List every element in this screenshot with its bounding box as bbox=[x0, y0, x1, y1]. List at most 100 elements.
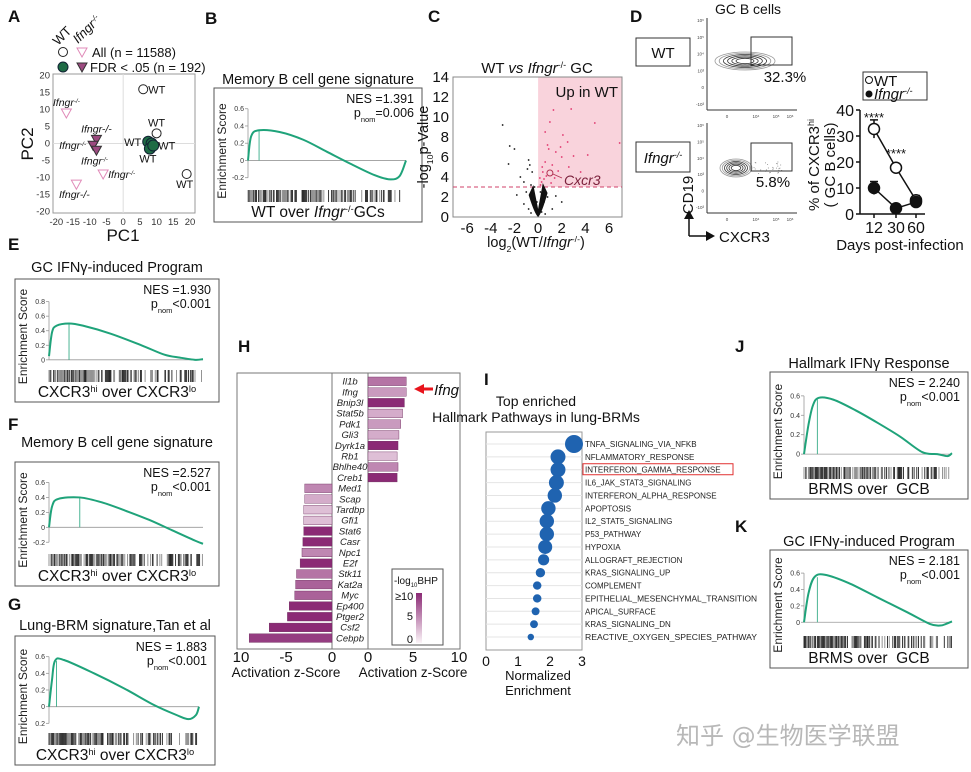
flow-y-tick: 0 bbox=[701, 189, 704, 194]
panel-title: Hallmark IFNγ Response bbox=[788, 356, 949, 372]
enrichment-curve bbox=[803, 573, 953, 627]
gene-hit-barcode bbox=[803, 467, 950, 479]
pathway-label: COMPLEMENT bbox=[585, 582, 642, 591]
gene-label: Ep400 bbox=[336, 601, 364, 612]
gene-point bbox=[507, 163, 510, 165]
p-value-part: p bbox=[900, 390, 907, 404]
legend-ifngr: Ifngr-/- bbox=[874, 86, 913, 103]
x-tick-label-right: 10 bbox=[451, 649, 468, 666]
panel-label: G bbox=[8, 595, 21, 614]
color-scale-bar bbox=[416, 593, 422, 643]
panel-label: H bbox=[238, 337, 250, 356]
flow-y-tick: 10⁶ bbox=[697, 18, 704, 23]
y-tick-label: 0 bbox=[41, 704, 45, 711]
pathway-dot bbox=[548, 475, 564, 491]
gene-point bbox=[527, 159, 530, 161]
p-value: pnom<0.001 bbox=[900, 390, 960, 408]
y-axis-label-part: hi bbox=[806, 119, 816, 126]
y-tick-label: 5 bbox=[45, 122, 50, 133]
pathway-label: APOPTOSIS bbox=[585, 504, 631, 513]
p-value-part: =0.006 bbox=[375, 106, 414, 120]
gene-point-up bbox=[572, 155, 575, 157]
y-tick-label: -20 bbox=[36, 206, 50, 217]
panel-label: C bbox=[428, 7, 440, 26]
flow-y-tick: -10³ bbox=[696, 102, 705, 107]
gene-point bbox=[532, 204, 535, 206]
flow-x-tick: 10⁴ bbox=[753, 114, 760, 119]
bar-kat2a bbox=[295, 580, 333, 590]
x-tick-label: 10 bbox=[151, 217, 162, 228]
event-dot bbox=[772, 166, 774, 168]
panel-title: GC IFNγ-induced Program bbox=[31, 260, 203, 276]
bar-med1 bbox=[304, 483, 333, 493]
y-axis-label-part: p-Value bbox=[416, 106, 432, 155]
wt-all-point bbox=[151, 128, 162, 139]
point-label: WT bbox=[124, 137, 141, 149]
gene-label: Gli3 bbox=[342, 430, 360, 441]
plot-frame bbox=[213, 87, 423, 223]
pathway-dot bbox=[530, 620, 538, 629]
y-tick-label: 0 bbox=[796, 452, 800, 459]
gene-label: Creb1 bbox=[337, 473, 363, 484]
p-value-part: nom bbox=[907, 399, 922, 408]
highlight-box bbox=[582, 463, 734, 476]
pathway-dot bbox=[535, 568, 546, 578]
gene-point-up bbox=[567, 166, 570, 168]
color-legend-tick: 0 bbox=[407, 634, 413, 646]
event-dot bbox=[767, 164, 769, 166]
panel-label: E bbox=[8, 235, 19, 254]
x-axis-label-part: WT over bbox=[251, 204, 314, 221]
x-axis-label: WT over Ifngr-/-GCs bbox=[251, 204, 385, 221]
cxcr3-gate bbox=[750, 36, 793, 66]
red-arrow-icon bbox=[414, 384, 424, 394]
bar-creb1 bbox=[367, 473, 398, 483]
panel-title-part: WT bbox=[481, 60, 508, 77]
y-tick-label: 20 bbox=[39, 71, 50, 82]
y-tick-label: 0.6 bbox=[35, 654, 45, 661]
x-tick-label-left: 0 bbox=[328, 649, 336, 666]
enrichment-curve bbox=[803, 396, 953, 458]
bar-bhlhe40 bbox=[367, 462, 399, 472]
pathway-dot bbox=[531, 607, 540, 616]
nes-value: NES = 2.240 bbox=[889, 376, 960, 390]
gene-point-up bbox=[559, 146, 562, 148]
y-tick-label: 0.2 bbox=[35, 510, 45, 517]
y-tick-label: 0.4 bbox=[35, 328, 45, 335]
plot-frame bbox=[14, 635, 216, 766]
y-tick-label: -5 bbox=[42, 155, 50, 166]
gene-point bbox=[530, 212, 532, 214]
y-tick-label: 6 bbox=[441, 149, 449, 166]
gene-point-up bbox=[562, 134, 564, 136]
x-tick-label: 20 bbox=[185, 217, 196, 228]
cxcr3-label: Cxcr3 bbox=[564, 172, 601, 188]
gene-point bbox=[519, 176, 522, 178]
p-value: pnom<0.001 bbox=[151, 297, 211, 315]
p-value-part: <0.001 bbox=[172, 297, 211, 311]
cxcr3-point bbox=[546, 169, 554, 177]
x-axis-label-part: -/- bbox=[345, 204, 354, 214]
panel-title-part: Lung-BRM signature,Tan et al bbox=[19, 618, 211, 634]
x-axis-label: Days post-infection bbox=[836, 237, 964, 254]
gene-label: Bhlhe40 bbox=[333, 462, 369, 473]
ifngr-point bbox=[909, 195, 923, 209]
gene-point bbox=[508, 145, 511, 147]
p-value-part: nom bbox=[907, 577, 922, 586]
legend-wt-icon bbox=[865, 76, 873, 84]
y-tick-label: -15 bbox=[36, 189, 50, 200]
x-tick-label: 0 bbox=[482, 653, 490, 669]
gene-label: Ifng bbox=[342, 387, 359, 398]
bar-tardbp bbox=[303, 505, 333, 515]
contour bbox=[724, 161, 748, 175]
gate-percentage: 32.3% bbox=[764, 69, 807, 86]
x-axis-label-line2: Enrichment bbox=[505, 683, 571, 698]
gene-point bbox=[533, 196, 536, 198]
x-axis-label-part: CXCR3 bbox=[36, 747, 89, 764]
gene-point bbox=[523, 203, 525, 205]
panel-label: A bbox=[8, 7, 20, 26]
legend-column-ifngr: Ifngr-/- bbox=[70, 12, 104, 46]
dense-gene-cloud bbox=[528, 183, 548, 217]
bar-rb1 bbox=[367, 451, 398, 461]
p-value-part: <0.001 bbox=[172, 480, 211, 494]
pathway-dot bbox=[538, 539, 553, 554]
